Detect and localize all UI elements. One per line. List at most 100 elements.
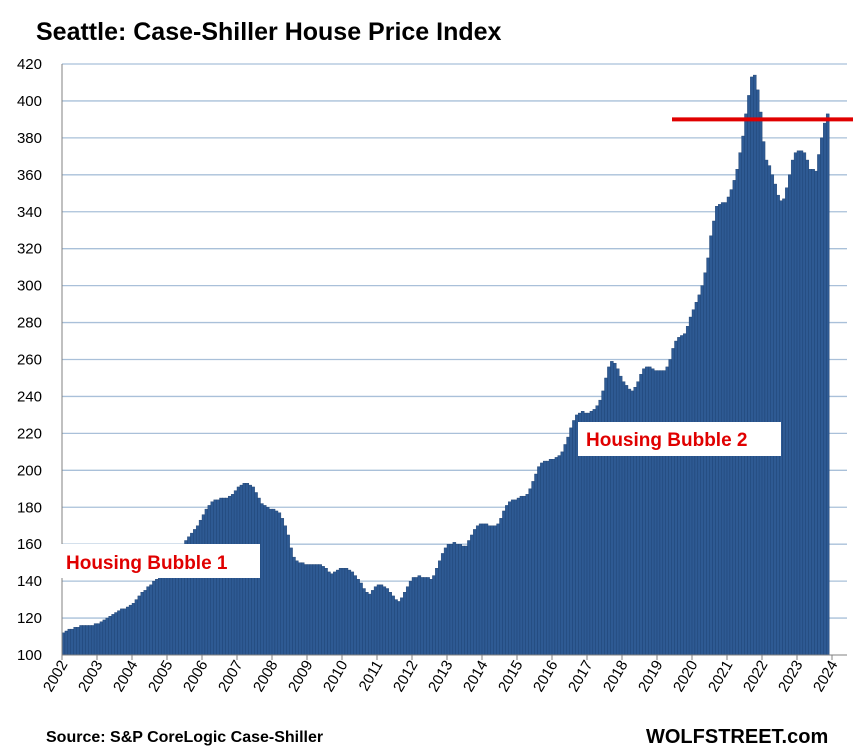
bar (280, 518, 285, 656)
bar (274, 510, 279, 656)
bar (123, 608, 127, 656)
y-tick-label: 360 (17, 167, 42, 184)
bar (604, 377, 608, 656)
bar (744, 113, 748, 656)
bar (289, 547, 293, 656)
y-tick-label: 320 (17, 241, 42, 258)
bar (207, 505, 212, 656)
bar (102, 619, 107, 656)
bar (435, 568, 439, 656)
bar (510, 499, 515, 656)
bar (338, 568, 343, 656)
bar (93, 623, 98, 656)
bar (333, 571, 337, 656)
bar (263, 505, 267, 656)
bar (388, 592, 392, 656)
chart-title: Seattle: Case-Shiller House Price Index (36, 18, 502, 46)
bar (700, 285, 705, 656)
x-tick-label: 2002 (40, 658, 71, 695)
bar (516, 497, 521, 656)
bar (417, 575, 422, 656)
bar (268, 508, 273, 656)
bar (391, 595, 395, 656)
bar (265, 507, 270, 656)
x-tick-label: 2011 (356, 658, 387, 694)
bar (114, 612, 118, 656)
bar (88, 625, 92, 656)
x-tick-label: 2024 (810, 658, 841, 695)
bar (429, 579, 433, 656)
bar (318, 564, 322, 656)
bar (554, 457, 559, 656)
bar (347, 569, 352, 656)
y-tick-label: 160 (17, 536, 42, 553)
bar (487, 525, 492, 656)
bar (353, 575, 357, 656)
bar (770, 174, 775, 656)
bar (648, 366, 652, 656)
bar (350, 571, 355, 656)
bubble2-label-bg (578, 422, 781, 456)
bar (639, 374, 643, 656)
bar (166, 571, 171, 656)
x-tick-label: 2021 (705, 658, 736, 695)
bar (140, 592, 145, 656)
bar (505, 505, 509, 656)
bar (455, 543, 460, 656)
y-tick-label: 340 (17, 204, 42, 221)
bar (683, 333, 687, 656)
bar (677, 337, 681, 656)
bar (674, 340, 678, 656)
bar (525, 494, 530, 656)
y-tick-label: 240 (17, 388, 42, 405)
x-tick-label: 2005 (145, 658, 176, 695)
bar (750, 76, 754, 656)
bar (158, 577, 162, 656)
bar (411, 577, 416, 656)
bar (204, 508, 209, 656)
bar (210, 501, 215, 656)
x-tick-label: 2010 (320, 658, 351, 695)
bar (286, 534, 290, 656)
bar (440, 553, 445, 656)
bubble2-label: Housing Bubble 2 (586, 430, 748, 451)
bar (513, 499, 518, 656)
bar (335, 569, 340, 656)
annotations: Housing Bubble 1 Housing Bubble 2 (58, 117, 853, 578)
bar (365, 592, 369, 656)
bar (446, 543, 451, 656)
bar (817, 154, 821, 656)
bar (572, 420, 576, 656)
bar (385, 588, 390, 656)
bar (461, 545, 465, 656)
bar (79, 625, 83, 656)
y-tick-label: 140 (17, 573, 42, 590)
bar (131, 603, 136, 656)
bar (70, 628, 75, 656)
bar (341, 568, 346, 656)
bar (499, 518, 503, 656)
x-tick-label: 2014 (460, 658, 491, 695)
x-tick-label: 2019 (635, 658, 666, 695)
bar (802, 152, 807, 656)
bar (423, 577, 427, 656)
bar (825, 113, 830, 656)
bar (120, 608, 124, 656)
bar (160, 575, 165, 656)
bar (758, 111, 763, 656)
bar (560, 451, 565, 656)
x-tick-label: 2012 (390, 658, 421, 695)
bar (312, 564, 317, 656)
bar (315, 564, 320, 656)
bar (557, 455, 562, 656)
bar (665, 366, 670, 656)
bar (327, 571, 331, 656)
bar (96, 623, 101, 656)
bar (531, 481, 535, 656)
bar (344, 568, 349, 656)
bar (443, 547, 448, 656)
bar (659, 370, 664, 656)
bar (76, 627, 80, 656)
x-tick-label: 2016 (530, 658, 561, 695)
bar (615, 368, 620, 656)
